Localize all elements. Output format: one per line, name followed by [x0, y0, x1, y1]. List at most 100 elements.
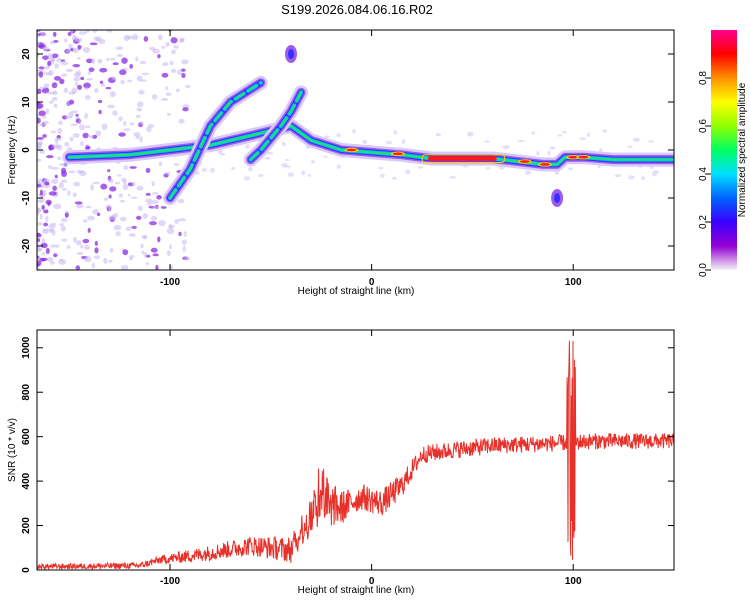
noise-speck [380, 173, 385, 178]
noise-speck [141, 72, 150, 76]
noise-speck [108, 194, 112, 199]
noise-speck [90, 184, 95, 191]
noise-speck [121, 177, 127, 183]
noise-speck [170, 49, 176, 55]
noise-speck [524, 170, 531, 176]
noise-speck [73, 181, 81, 187]
noise-speck [37, 30, 40, 33]
noise-speck [48, 224, 56, 229]
noise-speck [50, 130, 57, 134]
snr-x-tick-label: 100 [565, 576, 582, 587]
spectrogram-x-tick-label: -100 [160, 277, 180, 288]
snr-y-tick-label: 800 [21, 383, 32, 400]
colorbar-tick-label: 0.4 [698, 167, 709, 181]
noise-speck [54, 138, 63, 141]
noise-speck [287, 172, 295, 177]
noise-speck [72, 192, 77, 198]
noise-speck [130, 196, 138, 200]
noise-speck [53, 253, 58, 258]
noise-speck [258, 174, 264, 178]
noise-speck [136, 215, 142, 220]
noise-speck [93, 36, 100, 42]
snr-frame [36, 329, 675, 571]
noise-speck [58, 182, 64, 189]
noise-speck [66, 245, 71, 249]
noise-speck [129, 122, 135, 126]
spectrogram-y-tick-label: 10 [21, 96, 32, 108]
noise-speck [140, 79, 147, 82]
noise-speck [561, 130, 568, 134]
noise-speck [547, 150, 551, 156]
noise-speck [37, 158, 42, 162]
noise-speck [70, 48, 74, 52]
noise-speck [181, 239, 187, 245]
noise-speck [139, 136, 143, 143]
noise-speck [281, 141, 286, 147]
noise-speck [63, 87, 69, 94]
noise-speck [52, 144, 61, 149]
noise-speck [60, 61, 69, 66]
noise-speck [92, 134, 98, 139]
noise-speck [109, 186, 117, 192]
noise-speck [72, 34, 76, 41]
noise-speck [138, 89, 145, 95]
noise-speck [53, 75, 62, 81]
noise-speck [97, 58, 103, 64]
noise-speck [86, 77, 94, 81]
noise-speck [135, 56, 139, 62]
noise-speck [174, 219, 180, 224]
spectrogram-y-tick-label: 0 [21, 147, 32, 153]
noise-speck [113, 224, 122, 231]
noise-speck [626, 145, 634, 148]
noise-speck [45, 247, 50, 254]
noise-speck [80, 140, 84, 147]
noise-speck [166, 227, 175, 235]
noise-speck [41, 257, 48, 261]
noise-speck [51, 53, 59, 59]
noise-speck [82, 238, 90, 244]
noise-speck [107, 169, 111, 173]
noise-speck [69, 30, 74, 33]
noise-speck [137, 101, 144, 108]
spectrogram-x-label: Height of straight line (km) [298, 286, 415, 297]
noise-speck [143, 252, 148, 258]
noise-speck [136, 107, 143, 112]
noise-speck [136, 135, 140, 140]
snr-y-tick-label: 400 [21, 472, 32, 489]
noise-speck [117, 53, 123, 58]
noise-speck [118, 116, 123, 122]
noise-speck [485, 166, 491, 170]
noise-speck [378, 166, 384, 170]
noise-speck [161, 45, 166, 49]
noise-speck [76, 57, 81, 60]
noise-speck [323, 155, 328, 159]
noise-speck [632, 137, 640, 142]
noise-speck [502, 145, 510, 150]
snr-x-label: Height of straight line (km) [298, 585, 415, 596]
noise-speck [114, 181, 121, 185]
noise-speck [72, 63, 81, 68]
noise-speck [98, 109, 102, 115]
noise-speck [123, 165, 129, 170]
noise-speck [87, 71, 92, 75]
noise-speck [435, 133, 442, 137]
noise-speck [602, 129, 608, 133]
noise-speck [157, 236, 161, 243]
noise-speck [165, 86, 169, 90]
noise-speck [169, 60, 174, 66]
spectrogram-traces [62, 45, 674, 207]
noise-speck [37, 117, 41, 124]
noise-speck [336, 133, 341, 138]
noise-speck [77, 84, 83, 90]
noise-speck [324, 135, 330, 139]
noise-speck [178, 118, 185, 124]
noise-speck [141, 250, 145, 255]
noise-speck [641, 176, 646, 181]
noise-speck [185, 84, 191, 89]
noise-speck [170, 68, 177, 74]
noise-speck [42, 229, 49, 235]
noise-speck [41, 204, 45, 210]
colorbar-tick-label: 0.6 [698, 119, 709, 133]
noise-speck [219, 153, 226, 156]
